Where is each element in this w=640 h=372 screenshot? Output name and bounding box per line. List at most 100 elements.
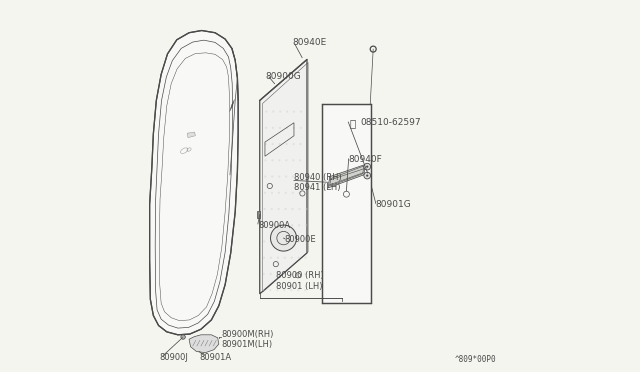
- Text: 80900A: 80900A: [258, 221, 290, 230]
- Polygon shape: [150, 31, 238, 335]
- Circle shape: [299, 192, 301, 194]
- Circle shape: [298, 224, 300, 226]
- Circle shape: [292, 127, 295, 129]
- Circle shape: [291, 240, 293, 243]
- Circle shape: [285, 176, 287, 178]
- Circle shape: [364, 172, 371, 179]
- Circle shape: [271, 192, 273, 194]
- Circle shape: [278, 176, 280, 178]
- Circle shape: [181, 335, 186, 339]
- Circle shape: [272, 110, 275, 113]
- Circle shape: [284, 208, 287, 210]
- Text: ^809*00P0: ^809*00P0: [455, 355, 497, 364]
- Circle shape: [279, 127, 281, 129]
- Circle shape: [298, 257, 300, 259]
- Circle shape: [269, 289, 271, 291]
- Circle shape: [264, 176, 266, 178]
- Circle shape: [298, 208, 301, 210]
- Circle shape: [265, 127, 267, 129]
- Circle shape: [291, 224, 293, 226]
- Circle shape: [283, 289, 285, 291]
- Circle shape: [300, 110, 302, 113]
- Circle shape: [270, 257, 272, 259]
- Text: 80900 (RH)
80901 (LH): 80900 (RH) 80901 (LH): [276, 271, 324, 291]
- Circle shape: [364, 163, 371, 170]
- Circle shape: [271, 159, 273, 161]
- Polygon shape: [328, 164, 365, 188]
- Circle shape: [285, 127, 288, 129]
- Text: 80900J: 80900J: [159, 353, 188, 362]
- Circle shape: [305, 257, 307, 259]
- Text: 08510-62597: 08510-62597: [360, 118, 421, 127]
- Circle shape: [300, 127, 302, 129]
- Text: 80940E: 80940E: [292, 38, 326, 47]
- Circle shape: [270, 224, 273, 226]
- Circle shape: [291, 257, 293, 259]
- Circle shape: [304, 273, 307, 275]
- Circle shape: [298, 273, 300, 275]
- Circle shape: [271, 208, 273, 210]
- Text: 80900G: 80900G: [265, 72, 301, 81]
- Polygon shape: [187, 132, 195, 138]
- Circle shape: [265, 143, 267, 145]
- Circle shape: [276, 257, 279, 259]
- Text: 80900E: 80900E: [285, 235, 316, 244]
- Text: Ⓢ: Ⓢ: [349, 118, 355, 128]
- Circle shape: [292, 159, 294, 161]
- Polygon shape: [189, 335, 219, 353]
- Circle shape: [366, 174, 369, 177]
- Circle shape: [278, 192, 280, 194]
- Circle shape: [292, 143, 294, 145]
- Circle shape: [305, 240, 307, 243]
- Circle shape: [264, 159, 267, 161]
- Text: 80900M(RH)
80901M(LH): 80900M(RH) 80901M(LH): [221, 330, 274, 349]
- Circle shape: [298, 240, 300, 243]
- Circle shape: [264, 208, 266, 210]
- Text: 80901A: 80901A: [199, 353, 231, 362]
- Circle shape: [291, 273, 292, 275]
- Circle shape: [285, 192, 287, 194]
- Circle shape: [265, 110, 268, 113]
- Circle shape: [284, 273, 285, 275]
- Text: 80901G: 80901G: [376, 200, 412, 209]
- Circle shape: [278, 143, 281, 145]
- Circle shape: [272, 127, 274, 129]
- Circle shape: [285, 143, 288, 145]
- Circle shape: [264, 192, 266, 194]
- Circle shape: [262, 273, 265, 275]
- Circle shape: [285, 159, 287, 161]
- Circle shape: [304, 289, 306, 291]
- Circle shape: [284, 257, 286, 259]
- Circle shape: [299, 159, 301, 161]
- Circle shape: [297, 289, 300, 291]
- Circle shape: [299, 176, 301, 178]
- Circle shape: [290, 289, 292, 291]
- Circle shape: [263, 240, 266, 243]
- Circle shape: [276, 289, 278, 291]
- Circle shape: [300, 143, 301, 145]
- Circle shape: [366, 166, 369, 168]
- Circle shape: [286, 110, 288, 113]
- Circle shape: [291, 208, 294, 210]
- Polygon shape: [260, 60, 307, 294]
- Circle shape: [292, 176, 294, 178]
- Circle shape: [292, 192, 294, 194]
- Circle shape: [305, 224, 307, 226]
- Circle shape: [278, 159, 280, 161]
- Circle shape: [271, 176, 273, 178]
- Circle shape: [277, 240, 279, 243]
- Circle shape: [278, 208, 280, 210]
- Polygon shape: [322, 104, 371, 303]
- Circle shape: [277, 224, 280, 226]
- Circle shape: [305, 208, 308, 210]
- Circle shape: [270, 240, 272, 243]
- Circle shape: [271, 143, 274, 145]
- Circle shape: [264, 224, 266, 226]
- Circle shape: [279, 110, 282, 113]
- Text: 80940 (RH)
80941 (LH): 80940 (RH) 80941 (LH): [294, 173, 342, 192]
- Circle shape: [276, 273, 278, 275]
- Circle shape: [269, 273, 272, 275]
- Circle shape: [293, 110, 295, 113]
- Circle shape: [262, 289, 264, 291]
- Circle shape: [271, 225, 296, 251]
